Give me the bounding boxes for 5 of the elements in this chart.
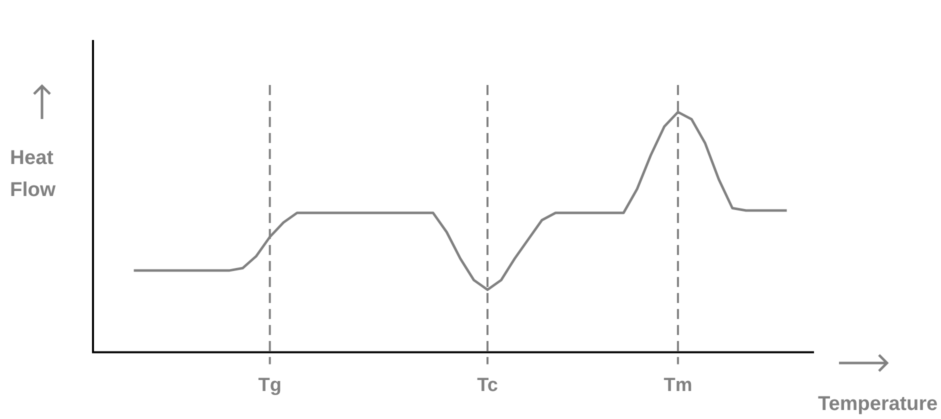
x-tick-label: Tc <box>477 374 498 396</box>
x-tick-label: Tm <box>664 374 692 396</box>
y-axis-title: Heat Flow <box>10 146 57 203</box>
x-axis-title: Temperature <box>818 392 938 417</box>
x-tick-label: Tg <box>258 374 282 396</box>
